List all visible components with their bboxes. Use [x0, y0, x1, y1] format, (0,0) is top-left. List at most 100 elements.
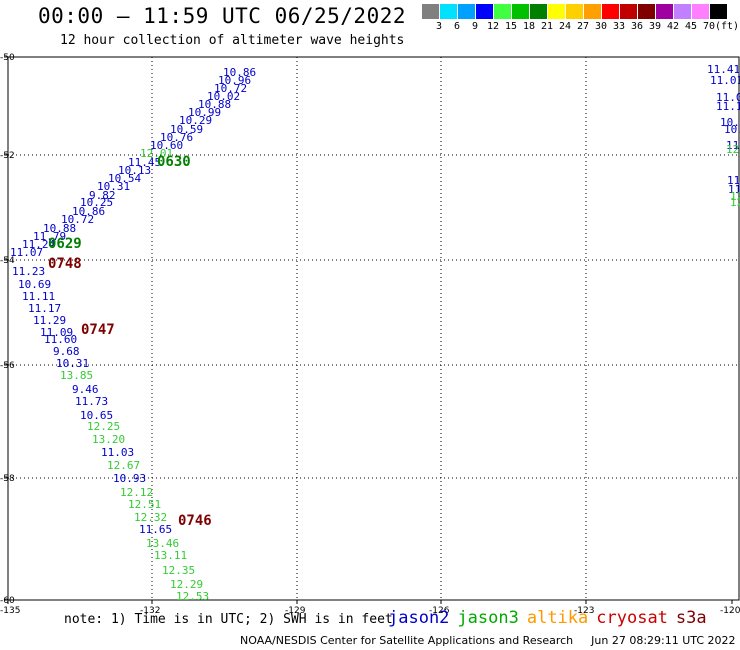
wave-height-value: 10.31	[97, 180, 130, 193]
color-scale-label: 36	[630, 21, 644, 32]
wave-height-value: 9.46	[72, 383, 99, 396]
wave-height-value: 13.11	[154, 549, 187, 562]
lon-tick-label: -120	[720, 606, 740, 616]
lat-tick-label: -58	[0, 474, 15, 484]
wave-height-value: 12.0	[730, 190, 740, 203]
wave-height-value: 9.82	[89, 189, 116, 202]
color-swatch	[440, 4, 457, 19]
wave-height-value: 11.29	[33, 314, 66, 327]
lat-tick-label: -60	[0, 596, 15, 606]
wave-height-value: 11.73	[75, 395, 108, 408]
wave-height-value: 12.51	[128, 498, 161, 511]
lat-tick-label: -50	[0, 53, 15, 63]
color-scale-label: 12	[486, 21, 500, 32]
lat-tick-label: -52	[0, 151, 15, 161]
wave-height-value: 10.8	[724, 123, 740, 136]
wave-height-value: 11.60	[44, 333, 77, 346]
satellite-legend: jason2 jason3 altika cryosat s3a	[388, 608, 715, 628]
color-scale-label: 3	[435, 21, 443, 32]
wave-height-value: 12.25	[87, 420, 120, 433]
color-scale-label: 70	[702, 21, 716, 32]
wave-height-value: 10.9	[720, 116, 740, 129]
wave-height-value: 10.54	[108, 172, 141, 185]
legend-cryosat: cryosat	[596, 608, 668, 628]
note-text: note: 1) Time is in UTC; 2) SWH is in fe…	[64, 612, 393, 627]
wave-height-value: 11.41	[707, 63, 740, 76]
wave-height-value: 11.07	[10, 246, 43, 259]
wave-height-value: 11.0	[726, 139, 740, 152]
lat-tick-label: -56	[0, 361, 15, 371]
page-subtitle: 12 hour collection of altimeter wave hei…	[60, 33, 405, 48]
color-scale-label: 39	[648, 21, 662, 32]
legend-s3a: s3a	[675, 608, 707, 628]
footer-org: NOAA/NESDIS Center for Satellite Applica…	[240, 634, 574, 647]
wave-height-value: 13.85	[60, 369, 93, 382]
color-scale-label: 27	[576, 21, 590, 32]
wave-height-value: 11.01	[710, 74, 740, 87]
color-scale-label: 24	[558, 21, 572, 32]
color-swatch	[656, 4, 673, 19]
wave-height-value: 10.25	[80, 196, 113, 209]
color-swatch	[566, 4, 583, 19]
wave-height-value: 11.79	[33, 230, 66, 243]
wave-height-value: 13.46	[146, 537, 179, 550]
wave-height-value: 11.2	[727, 174, 740, 187]
footer: NOAA/NESDIS Center for Satellite Applica…	[240, 634, 736, 647]
wave-height-value: 12.53	[176, 590, 209, 603]
page-title: 00:00 – 11:59 UTC 06/25/2022	[38, 4, 407, 28]
wave-height-value: 11.09	[40, 326, 73, 339]
color-scale-label: 45	[684, 21, 698, 32]
wave-height-value: 13.20	[92, 433, 125, 446]
color-swatch	[602, 4, 619, 19]
wave-height-value: 12.67	[107, 459, 140, 472]
color-scale-label: 18	[522, 21, 536, 32]
wave-height-value: 10.88	[198, 98, 231, 111]
wave-height-value: 11.23	[12, 265, 45, 278]
wave-height-value: 10.86	[223, 66, 256, 79]
color-scale-label: 9	[471, 21, 479, 32]
wave-height-value: 11.65	[139, 523, 172, 536]
color-swatch	[638, 4, 655, 19]
wave-height-value: 11.14	[716, 100, 740, 113]
pass-time-label: 0747	[81, 322, 115, 338]
color-swatch	[710, 4, 727, 19]
lon-tick-label: -123	[574, 606, 594, 616]
wave-height-value: 10.86	[72, 205, 105, 218]
legend-jason2: jason2	[388, 608, 450, 628]
wave-height-value: 10.96	[218, 74, 251, 87]
wave-height-value: 10.72	[214, 82, 247, 95]
wave-height-value: 12.1	[726, 143, 740, 156]
wave-height-value: 10.29	[179, 114, 212, 127]
color-scale-label: 21	[540, 21, 554, 32]
color-swatch	[494, 4, 511, 19]
color-swatch	[584, 4, 601, 19]
legend-jason3: jason3	[457, 608, 519, 628]
color-swatch	[530, 4, 547, 19]
wave-height-value: 11.45	[128, 156, 161, 169]
lon-tick-label: -129	[285, 606, 306, 616]
lat-tick-label: -54	[0, 256, 15, 266]
color-swatch	[422, 4, 439, 19]
wave-height-value: 10.59	[170, 123, 203, 136]
wave-height-value: 12.01	[140, 147, 173, 160]
legend-altika: altika	[526, 608, 589, 628]
wave-height-value: 11.11	[22, 290, 55, 303]
wave-height-value: 10.99	[188, 106, 221, 119]
wave-height-value: 11.06	[716, 91, 740, 104]
lon-tick-label: -135	[0, 606, 20, 616]
color-swatch	[476, 4, 493, 19]
color-swatch	[548, 4, 565, 19]
pass-time-label: 0748	[48, 256, 82, 272]
pass-time-label: 0629	[48, 236, 82, 252]
color-swatch	[512, 4, 529, 19]
wave-height-value: 11.24	[22, 238, 55, 251]
wave-height-value: 12.2	[730, 196, 740, 209]
color-scale-label: 33	[612, 21, 626, 32]
pass-time-label: 0746	[178, 513, 212, 529]
wave-height-value: 11.03	[101, 446, 134, 459]
wave-height-value: 10.93	[113, 472, 146, 485]
color-scale-label: 15	[504, 21, 518, 32]
wave-height-value: 10.76	[160, 131, 193, 144]
color-swatch	[674, 4, 691, 19]
